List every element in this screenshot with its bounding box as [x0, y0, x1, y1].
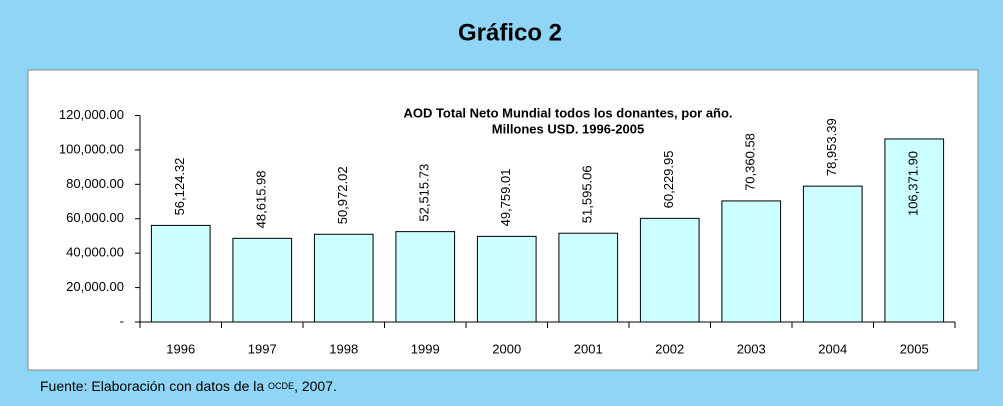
- value-label: 78,953.39: [824, 118, 839, 176]
- y-tick-label: 80,000.00: [66, 176, 124, 191]
- footer-text-after: , 2007.: [294, 378, 337, 394]
- value-label: 51,595.06: [580, 165, 595, 223]
- bar: [313, 233, 374, 323]
- y-tick-label: 60,000.00: [66, 210, 124, 225]
- y-tick-label: -: [120, 313, 124, 328]
- value-label: 49,759.01: [498, 169, 513, 227]
- bar: [721, 200, 782, 323]
- value-label: 56,124.32: [172, 158, 187, 216]
- bar: [884, 138, 945, 323]
- footer-text: Fuente: Elaboración con datos de la: [40, 378, 268, 394]
- value-label: 50,972.02: [335, 166, 350, 224]
- x-tick-label: 2003: [737, 341, 766, 356]
- bar: [232, 237, 293, 323]
- y-tick-label: 100,000.00: [59, 141, 124, 156]
- value-label: 52,515.73: [417, 164, 432, 222]
- x-tick-label: 1998: [329, 341, 358, 356]
- value-label: 48,615.98: [254, 170, 269, 228]
- value-label: 60,229.95: [661, 151, 676, 209]
- chart-subtitle: Millones USD. 1996-2005: [492, 121, 644, 136]
- x-tick-label: 2000: [492, 341, 521, 356]
- bar: [558, 232, 619, 323]
- bar: [476, 235, 537, 323]
- x-tick-label: 1999: [411, 341, 440, 356]
- heading: Gráfico 2: [458, 19, 562, 46]
- bar: [395, 231, 456, 323]
- bar: [150, 224, 211, 323]
- y-tick-label: 120,000.00: [59, 107, 124, 122]
- footer: Fuente: Elaboración con datos de la OCDE…: [40, 378, 337, 394]
- x-tick-label: 1996: [166, 341, 195, 356]
- value-label: 106,371.90: [906, 151, 921, 216]
- y-tick-label: 20,000.00: [66, 279, 124, 294]
- bar: [639, 217, 700, 323]
- x-tick-label: 2005: [900, 341, 929, 356]
- x-tick-label: 1997: [248, 341, 277, 356]
- y-tick-label: 40,000.00: [66, 245, 124, 260]
- x-tick-label: 2001: [574, 341, 603, 356]
- bar: [802, 185, 863, 323]
- x-tick-label: 2004: [818, 341, 847, 356]
- x-tick-label: 2002: [655, 341, 684, 356]
- value-label: 70,360.58: [743, 133, 758, 191]
- chart-title: AOD Total Neto Mundial todos los donante…: [403, 105, 732, 120]
- footer-abbr: OCDE: [268, 381, 294, 391]
